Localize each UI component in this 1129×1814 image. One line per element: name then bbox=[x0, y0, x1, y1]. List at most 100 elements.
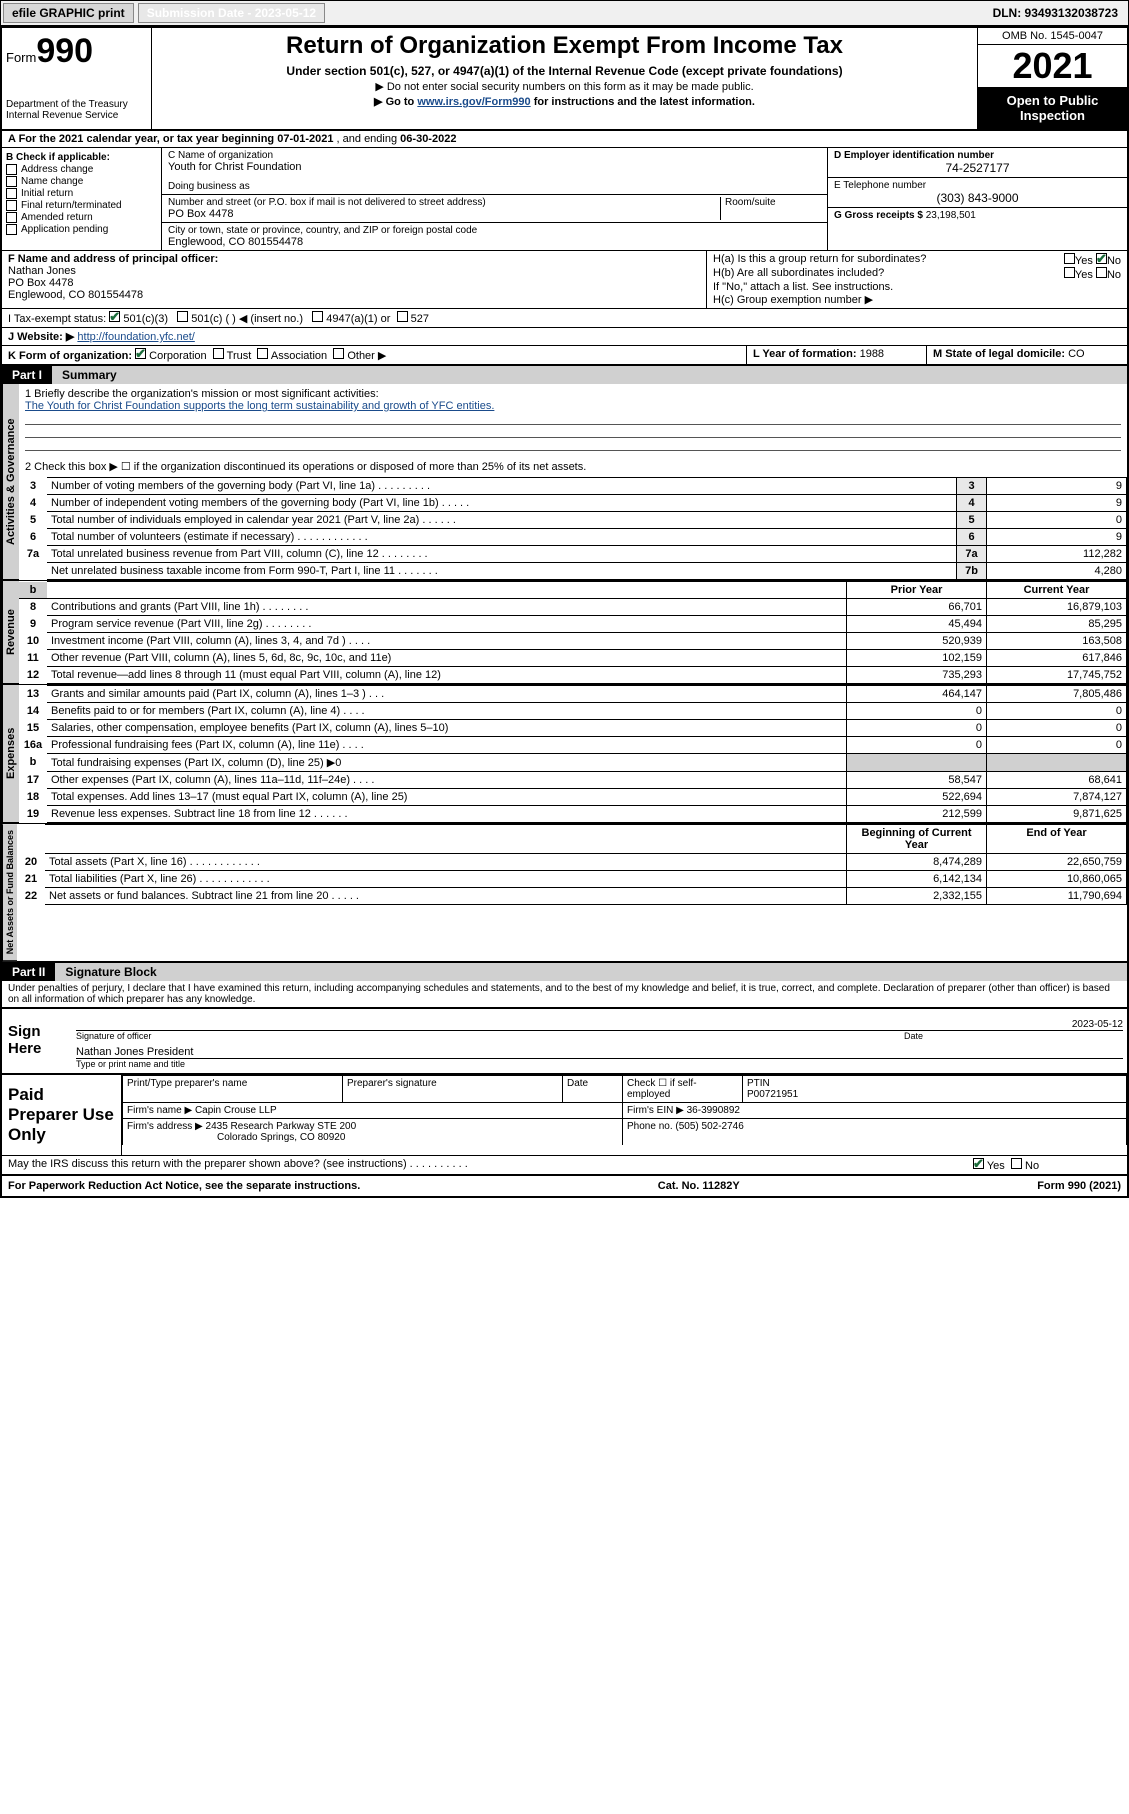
open-public-badge: Open to Public Inspection bbox=[978, 87, 1127, 129]
col-prior: Prior Year bbox=[847, 582, 987, 599]
k-trust[interactable] bbox=[213, 348, 224, 359]
may-irs-no[interactable] bbox=[1011, 1158, 1022, 1169]
table-row: 19Revenue less expenses. Subtract line 1… bbox=[19, 806, 1127, 823]
sub3-pre: ▶ Go to bbox=[374, 96, 417, 108]
ha-no[interactable] bbox=[1096, 253, 1107, 264]
section-governance: Activities & Governance 1 Briefly descri… bbox=[2, 384, 1127, 581]
paid-chk-lbl: Check ☐ if self-employed bbox=[623, 1076, 743, 1103]
hb-no[interactable] bbox=[1096, 267, 1107, 278]
i-opt1: 501(c)(3) bbox=[123, 313, 168, 325]
paid-name-lbl: Print/Type preparer's name bbox=[123, 1076, 343, 1103]
omb-number: OMB No. 1545-0047 bbox=[978, 28, 1127, 45]
table-row: 15Salaries, other compensation, employee… bbox=[19, 720, 1127, 737]
f-city: Englewood, CO 801554478 bbox=[8, 289, 700, 301]
f-lbl: F Name and address of principal officer: bbox=[8, 253, 700, 265]
a-mid: , and ending bbox=[337, 133, 401, 145]
sig-date-lbl: Date bbox=[904, 1031, 1123, 1041]
i-501c3[interactable] bbox=[109, 311, 120, 322]
d-lbl: D Employer identification number bbox=[834, 150, 1121, 161]
phone-lbl: Phone no. bbox=[627, 1121, 673, 1132]
h-note: If "No," attach a list. See instructions… bbox=[713, 281, 1121, 293]
block-bcdeg: B Check if applicable: Address change Na… bbox=[2, 148, 1127, 251]
i-501c[interactable] bbox=[177, 311, 188, 322]
mission-text[interactable]: The Youth for Christ Foundation supports… bbox=[25, 400, 1121, 412]
block-fh: F Name and address of principal officer:… bbox=[2, 251, 1127, 309]
a-end: 06-30-2022 bbox=[400, 133, 456, 145]
may-irs-yes[interactable] bbox=[973, 1158, 984, 1169]
c-name: Youth for Christ Foundation bbox=[168, 161, 821, 173]
table-row: 16aProfessional fundraising fees (Part I… bbox=[19, 737, 1127, 754]
vtab-governance: Activities & Governance bbox=[2, 384, 19, 580]
k-opt0: Corporation bbox=[149, 350, 206, 362]
i-527[interactable] bbox=[397, 311, 408, 322]
chk-initial-return[interactable] bbox=[6, 188, 17, 199]
chk-app-pending[interactable] bbox=[6, 224, 17, 235]
table-row: 14Benefits paid to or for members (Part … bbox=[19, 703, 1127, 720]
dln-text: DLN: 93493132038723 bbox=[993, 6, 1126, 20]
e-val: (303) 843-9000 bbox=[834, 191, 1121, 205]
chk-address-change[interactable] bbox=[6, 164, 17, 175]
table-row: 10Investment income (Part VIII, column (… bbox=[19, 633, 1127, 650]
paid-preparer-label: Paid Preparer Use Only bbox=[2, 1075, 122, 1155]
ha-yes[interactable] bbox=[1064, 253, 1075, 264]
section-expenses: Expenses 13Grants and similar amounts pa… bbox=[2, 685, 1127, 824]
chk-final-return[interactable] bbox=[6, 200, 17, 211]
j-link[interactable]: http://foundation.yfc.net/ bbox=[77, 331, 194, 343]
part-ii-header: Part II Signature Block bbox=[2, 963, 1127, 981]
form-subtitle-1: Under section 501(c), 527, or 4947(a)(1)… bbox=[160, 64, 969, 78]
i-lbl: I Tax-exempt status: bbox=[8, 313, 106, 325]
table-row: 11Other revenue (Part VIII, column (A), … bbox=[19, 650, 1127, 667]
k-assoc[interactable] bbox=[257, 348, 268, 359]
i-opt3: 4947(a)(1) or bbox=[326, 313, 390, 325]
header-left: Form990 Department of the Treasury Inter… bbox=[2, 28, 152, 129]
form-subtitle-2: ▶ Do not enter social security numbers o… bbox=[160, 80, 969, 93]
net-table: Beginning of Current Year End of Year 20… bbox=[17, 824, 1127, 905]
sig-name: Nathan Jones President bbox=[76, 1046, 193, 1058]
dept-treasury: Department of the Treasury Internal Reve… bbox=[6, 99, 147, 121]
i-opt2: 501(c) ( ) ◀ (insert no.) bbox=[191, 313, 303, 325]
footer-mid: Cat. No. 11282Y bbox=[658, 1180, 740, 1192]
rev-table: b Prior Year Current Year 8Contributions… bbox=[19, 581, 1127, 684]
vtab-netassets: Net Assets or Fund Balances bbox=[2, 824, 17, 961]
paid-ptin-lbl: PTIN bbox=[747, 1078, 770, 1089]
row-j: J Website: ▶ http://foundation.yfc.net/ bbox=[2, 328, 1127, 346]
may-irs-row: May the IRS discuss this return with the… bbox=[2, 1155, 1127, 1175]
i-4947[interactable] bbox=[312, 311, 323, 322]
k-other[interactable] bbox=[333, 348, 344, 359]
sub3-post: for instructions and the latest informat… bbox=[531, 96, 755, 108]
k-corp[interactable] bbox=[135, 348, 146, 359]
m-val: CO bbox=[1068, 348, 1085, 360]
section-revenue: Revenue b Prior Year Current Year 8Contr… bbox=[2, 581, 1127, 685]
irs-link[interactable]: www.irs.gov/Form990 bbox=[417, 96, 530, 108]
table-row: 17Other expenses (Part IX, column (A), l… bbox=[19, 772, 1127, 789]
part-i-header: Part I Summary bbox=[2, 366, 1127, 384]
l-lbl: L Year of formation: bbox=[753, 348, 857, 360]
d-val: 74-2527177 bbox=[834, 161, 1121, 175]
table-row: 20Total assets (Part X, line 16) . . . .… bbox=[17, 854, 1127, 871]
chk-amended[interactable] bbox=[6, 212, 17, 223]
paid-sig-lbl: Preparer's signature bbox=[343, 1076, 563, 1103]
c-room-lbl: Room/suite bbox=[725, 197, 821, 208]
page-footer: For Paperwork Reduction Act Notice, see … bbox=[2, 1175, 1127, 1196]
b-opt-4: Amended return bbox=[21, 212, 93, 223]
q2-label: 2 Check this box ▶ ☐ if the organization… bbox=[25, 460, 1121, 473]
sig-declaration: Under penalties of perjury, I declare th… bbox=[2, 981, 1127, 1007]
efile-button[interactable]: efile GRAPHIC print bbox=[3, 3, 134, 23]
table-row: 3Number of voting members of the governi… bbox=[19, 478, 1127, 495]
may-irs-text: May the IRS discuss this return with the… bbox=[2, 1156, 967, 1174]
sig-date: 2023-05-12 bbox=[1072, 1019, 1123, 1030]
part-ii-title: Signature Block bbox=[55, 963, 1127, 981]
b-opt-0: Address change bbox=[21, 164, 93, 175]
hb-yes[interactable] bbox=[1064, 267, 1075, 278]
section-deg: D Employer identification number 74-2527… bbox=[827, 148, 1127, 250]
form-number: 990 bbox=[36, 32, 93, 70]
part-i-num: Part I bbox=[2, 366, 52, 384]
row-klm: K Form of organization: Corporation Trus… bbox=[2, 346, 1127, 366]
paid-ptin: P00721951 bbox=[747, 1089, 798, 1100]
table-row: Net unrelated business taxable income fr… bbox=[19, 563, 1127, 580]
hb-no-lbl: No bbox=[1107, 269, 1121, 281]
submission-date: Submission Date - 2023-05-12 bbox=[138, 3, 325, 23]
table-row: 12Total revenue—add lines 8 through 11 (… bbox=[19, 667, 1127, 684]
hc-lbl: H(c) Group exemption number ▶ bbox=[713, 293, 1121, 306]
chk-name-change[interactable] bbox=[6, 176, 17, 187]
